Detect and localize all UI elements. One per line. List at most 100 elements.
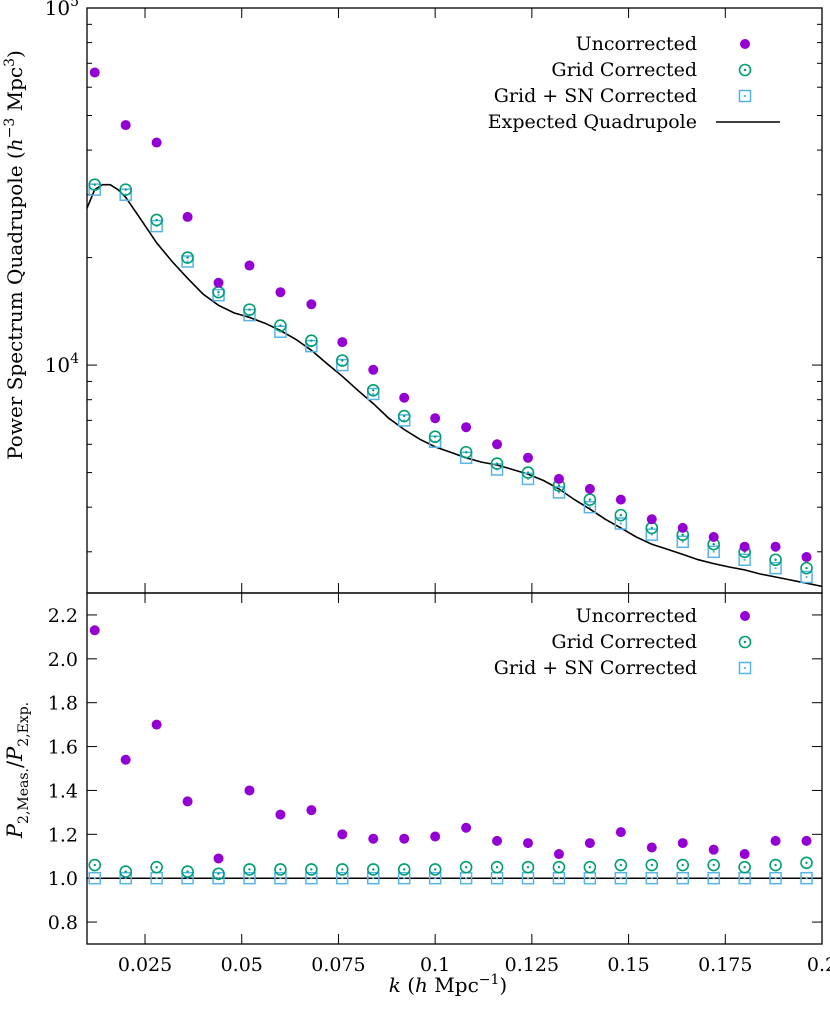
data-point-ring <box>88 178 102 192</box>
top-y-axis-label: Power Spectrum Quadrupole (h−3 Mpc3) <box>2 50 27 460</box>
data-point-ring <box>490 457 504 470</box>
data-point <box>397 863 411 876</box>
data-point-box <box>428 871 442 885</box>
data-point-box <box>645 871 659 885</box>
data-point <box>583 860 597 874</box>
data-point-dot <box>217 872 220 875</box>
legend-label: Grid Corrected <box>551 59 697 81</box>
data-point-dot <box>217 290 220 294</box>
data-point <box>244 785 255 796</box>
data-point-dot <box>341 868 344 871</box>
data-point <box>770 541 781 552</box>
data-point <box>800 561 813 575</box>
data-point-ring <box>119 183 132 196</box>
data-point <box>738 553 751 566</box>
data-point-box <box>614 871 628 885</box>
legend-marker-box <box>738 661 752 675</box>
data-point <box>583 500 597 514</box>
data-point-dot <box>495 877 499 880</box>
bottom-panel: 0.8 1.0 1.2 1.4 1.6 1.8 2.0 2.2 0.025 0.05 0.075 0.… <box>48 592 830 976</box>
data-point-ring <box>274 319 287 332</box>
data-point <box>461 422 472 433</box>
data-point <box>552 486 566 499</box>
data-point-ring <box>397 863 411 876</box>
data-point <box>707 858 720 872</box>
data-point <box>151 137 162 148</box>
data-point <box>583 493 597 506</box>
data-point <box>399 392 410 403</box>
data-point <box>89 625 100 636</box>
data-point-ring <box>614 858 628 872</box>
y-tick-label: 105 <box>45 0 79 20</box>
data-point-ring <box>366 383 380 397</box>
legend-marker <box>738 661 752 675</box>
data-point <box>708 532 719 543</box>
data-point-dot <box>495 866 499 869</box>
data-point-box <box>367 387 380 401</box>
data-point-box <box>800 570 813 584</box>
data-point-dot <box>681 877 684 880</box>
data-point-ring <box>614 508 628 522</box>
data-point-dot <box>805 861 808 865</box>
data-point-ring <box>583 860 597 874</box>
data-point-dot <box>805 566 808 570</box>
x-tick-label: 0.05 <box>221 954 263 976</box>
data-point <box>490 860 504 874</box>
series-circle-dot <box>88 856 813 881</box>
data-point <box>521 466 535 479</box>
data-point-ring <box>521 466 535 479</box>
data-point <box>614 508 628 522</box>
legend-marker-ring <box>738 63 752 77</box>
data-point-box <box>676 535 689 549</box>
data-point-dot <box>155 877 158 880</box>
data-point-dot <box>341 359 344 362</box>
data-point-dot <box>403 868 406 871</box>
data-point <box>275 809 286 820</box>
x-axis-label: k (h Mpc−1) <box>389 972 507 997</box>
data-point-box <box>88 871 101 885</box>
data-point-ring <box>150 213 163 227</box>
data-point-box <box>243 871 256 885</box>
data-point-box <box>738 553 751 566</box>
data-point-box <box>336 871 349 885</box>
data-point <box>88 178 102 192</box>
data-point-dot <box>464 866 468 869</box>
y-tick-label: 0.8 <box>48 912 78 934</box>
data-point-dot <box>557 484 561 487</box>
data-point-box <box>305 871 318 885</box>
data-point-ring <box>274 863 287 876</box>
data-point-ring <box>181 865 194 878</box>
series-filled-circle <box>89 67 812 563</box>
data-point <box>552 860 566 874</box>
data-point-box <box>614 517 628 530</box>
data-point <box>676 858 690 872</box>
data-point-ring <box>521 860 535 874</box>
data-point-box <box>181 255 194 268</box>
data-point <box>337 337 348 348</box>
data-point <box>336 871 349 885</box>
data-point-ring <box>212 867 225 881</box>
y-tick-label: 2.0 <box>48 649 78 671</box>
data-point-dot <box>712 863 715 867</box>
data-point-dot <box>279 324 282 327</box>
data-point-dot <box>681 533 684 536</box>
data-point-dot <box>93 863 96 867</box>
data-point <box>801 835 812 846</box>
data-point <box>182 796 193 807</box>
data-point <box>274 871 287 885</box>
data-point <box>584 838 595 849</box>
data-point <box>553 473 564 484</box>
data-point-dot <box>526 866 530 869</box>
data-point <box>368 833 379 844</box>
data-point <box>274 863 287 876</box>
data-point-dot <box>279 868 282 871</box>
data-point-box <box>707 871 720 885</box>
data-point <box>182 211 193 222</box>
legend-marker-dot <box>743 68 747 72</box>
data-point-dot <box>526 877 530 880</box>
data-point <box>120 754 131 765</box>
data-point-dot <box>124 870 127 873</box>
data-point-dot <box>557 491 561 494</box>
data-point-dot <box>495 462 499 465</box>
data-point <box>243 863 256 876</box>
